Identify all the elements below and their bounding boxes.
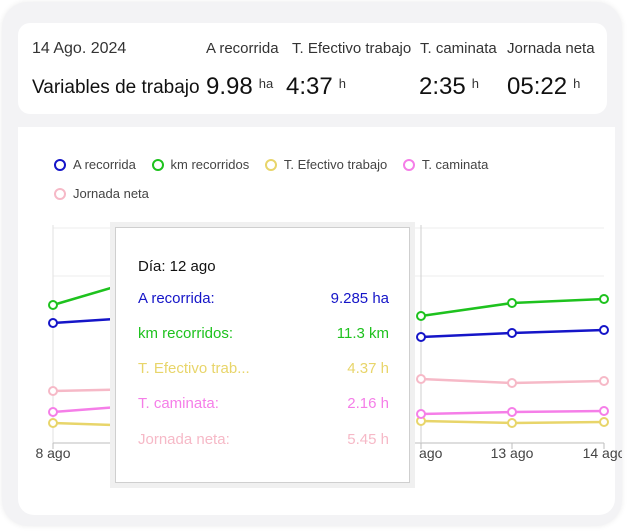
tooltip-label: T. Efectivo trab... xyxy=(138,360,250,377)
data-point xyxy=(416,332,426,342)
legend-marker-icon xyxy=(54,187,66,200)
tooltip-value: 2.16 h xyxy=(347,395,389,412)
data-point xyxy=(416,409,426,419)
legend-marker-icon xyxy=(54,158,66,171)
data-point xyxy=(599,417,609,427)
legend-marker-icon xyxy=(151,158,164,171)
legend-item-net-workday[interactable]: Jornada neta xyxy=(54,186,149,201)
x-tick-label: 14 ago xyxy=(583,445,622,461)
legend-label: T. caminata xyxy=(421,157,489,172)
value-net-workday: 05:22 h xyxy=(507,73,580,101)
summary-card: 14 Ago. 2024 Variables de trabajo A reco… xyxy=(18,23,607,114)
tooltip-label: T. caminata: xyxy=(138,395,219,412)
data-point xyxy=(599,294,609,304)
data-point xyxy=(599,406,609,416)
data-point xyxy=(48,418,58,428)
summary-date: 14 Ago. 2024 xyxy=(32,40,127,57)
data-point xyxy=(507,407,517,417)
tooltip-value: 11.3 km xyxy=(336,325,389,342)
legend-label: T. Efectivo trabajo xyxy=(283,157,388,172)
col-header-walk-time: T. caminata xyxy=(420,40,497,57)
value-walk-time-unit: h xyxy=(471,76,479,91)
data-point xyxy=(507,378,517,388)
legend-label: km recorridos xyxy=(170,157,250,172)
value-effective-time-unit: h xyxy=(338,76,346,91)
data-point xyxy=(599,325,609,335)
value-walk-time: 2:35 h xyxy=(419,73,479,101)
value-effective-time-number: 4:37 xyxy=(286,73,333,100)
data-point xyxy=(416,311,426,321)
tooltip-row-km: km recorridos: 11.3 km xyxy=(138,325,389,342)
data-point xyxy=(507,328,517,338)
legend-item-effective-time[interactable]: T. Efectivo trabajo xyxy=(264,157,388,172)
tooltip-row-effective-time: T. Efectivo trab... 4.37 h xyxy=(138,360,389,377)
tooltip-label: Jornada neta: xyxy=(138,431,230,448)
x-tick-label: 12 ago xyxy=(400,445,443,461)
col-header-area: A recorrida xyxy=(206,40,279,57)
tooltip-value: 4.37 h xyxy=(347,360,389,377)
tooltip-label: A recorrida: xyxy=(138,290,215,307)
legend-item-walk-time[interactable]: T. caminata xyxy=(402,157,489,172)
tooltip-row-net-workday: Jornada neta: 5.45 h xyxy=(138,431,389,448)
chart-tooltip: Día: 12 ago A recorrida: 9.285 ha km reco… xyxy=(115,227,410,483)
data-point xyxy=(48,318,58,328)
col-header-net-workday: Jornada neta xyxy=(507,40,595,57)
value-effective-time: 4:37 h xyxy=(286,73,346,101)
value-area: 9.98 ha xyxy=(206,73,273,101)
x-tick-label: 8 ago xyxy=(35,445,70,461)
legend-label: A recorrida xyxy=(73,157,136,172)
tooltip-label: km recorridos: xyxy=(138,325,234,342)
legend-item-km[interactable]: km recorridos xyxy=(151,157,250,172)
data-point xyxy=(48,407,58,417)
legend-marker-icon xyxy=(402,158,415,171)
tooltip-value: 9.285 ha xyxy=(330,290,389,307)
data-point xyxy=(599,376,609,386)
data-point xyxy=(507,418,517,428)
work-variables-widget: 14 Ago. 2024 Variables de trabajo A reco… xyxy=(2,2,622,526)
x-tick-label: 13 ago xyxy=(491,445,534,461)
legend-marker-icon xyxy=(264,158,277,171)
value-area-number: 9.98 xyxy=(206,73,253,100)
tooltip-row-walk-time: T. caminata: 2.16 h xyxy=(138,395,389,412)
value-net-workday-unit: h xyxy=(573,76,581,91)
legend-item-area[interactable]: A recorrida xyxy=(54,157,136,172)
tooltip-value: 5.45 h xyxy=(347,431,389,448)
tooltip-day: Día: 12 ago xyxy=(138,258,216,275)
data-point xyxy=(48,386,58,396)
value-walk-time-number: 2:35 xyxy=(419,73,466,100)
tooltip-row-area: A recorrida: 9.285 ha xyxy=(138,290,389,307)
data-point xyxy=(507,298,517,308)
value-net-workday-number: 05:22 xyxy=(507,73,568,100)
summary-title: Variables de trabajo xyxy=(32,77,200,98)
col-header-effective-time: T. Efectivo trabajo xyxy=(292,40,412,57)
data-point xyxy=(416,374,426,384)
chart-legend: A recorrida km recorridos T. Efectivo tr… xyxy=(54,157,534,215)
legend-label: Jornada neta xyxy=(73,186,149,201)
data-point xyxy=(48,300,58,310)
value-area-unit: ha xyxy=(258,76,274,91)
